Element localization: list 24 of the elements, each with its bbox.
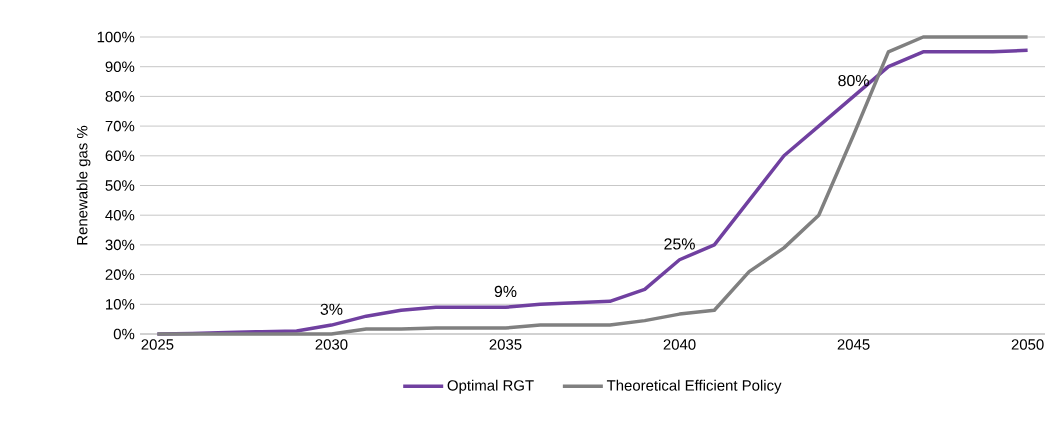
x-tick-label: 2030 — [315, 339, 348, 350]
legend-label: Optimal RGT — [447, 379, 534, 394]
x-tick-label: 2040 — [663, 339, 696, 350]
y-tick-label: 0% — [113, 328, 135, 340]
x-tick-label: 2025 — [141, 339, 174, 350]
y-tick-label: 70% — [105, 120, 135, 132]
y-tick-label: 80% — [105, 91, 135, 102]
y-tick-label: 20% — [105, 269, 135, 280]
x-tick-label: 2050 — [1011, 339, 1044, 350]
data-label: 80% — [838, 74, 869, 87]
y-tick-label: 50% — [105, 180, 135, 191]
y-tick-label: 40% — [105, 209, 135, 221]
y-tick-label: 90% — [105, 61, 135, 72]
legend-label: Theoretical Efficient Policy — [606, 379, 782, 394]
y-tick-label: 60% — [105, 150, 135, 162]
data-label: 9% — [494, 285, 517, 298]
y-tick-label: 30% — [105, 239, 135, 251]
y-tick-label: 10% — [106, 299, 135, 310]
data-label: 25% — [664, 238, 695, 250]
x-tick-label: 2035 — [489, 339, 522, 350]
data-label: 3% — [320, 303, 343, 315]
x-tick-label: 2045 — [837, 339, 870, 350]
y-axis-title: Renewable gas % — [76, 125, 91, 245]
y-tick-label: 100% — [97, 31, 135, 43]
